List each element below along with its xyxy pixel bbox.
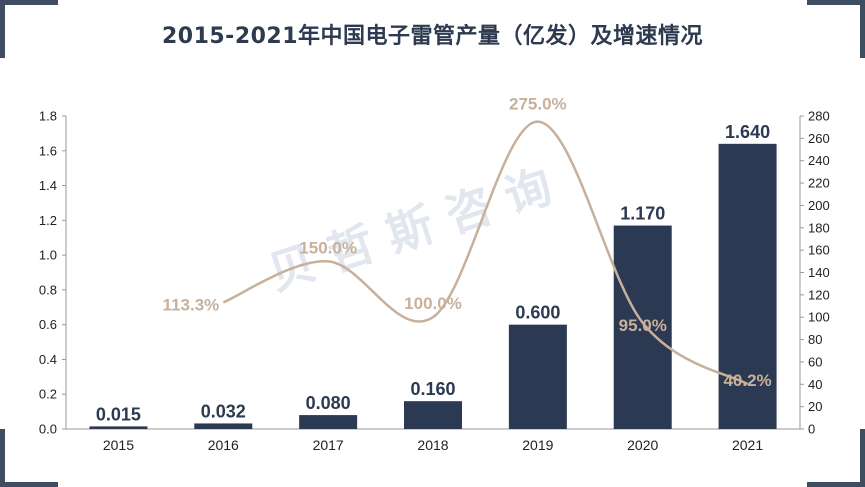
left-tick-label: 0.8 bbox=[39, 282, 57, 297]
right-tick-label: 200 bbox=[808, 198, 830, 213]
right-tick-label: 260 bbox=[808, 131, 830, 146]
right-tick-label: 160 bbox=[808, 243, 830, 258]
watermark: 贝 哲 斯 咨 询 bbox=[262, 159, 558, 301]
bar bbox=[508, 324, 567, 429]
x-tick-label: 2019 bbox=[522, 437, 553, 453]
x-tick-label: 2018 bbox=[417, 437, 448, 453]
right-tick-label: 240 bbox=[808, 153, 830, 168]
left-tick-label: 1.2 bbox=[39, 213, 57, 228]
x-tick-label: 2015 bbox=[103, 437, 134, 453]
frame-corner-top-left bbox=[0, 0, 58, 5]
bar-value-label: 0.600 bbox=[515, 303, 560, 323]
growth-rate-label: 40.2% bbox=[723, 371, 771, 390]
bar-value-label: 0.160 bbox=[410, 379, 455, 399]
right-tick-label: 100 bbox=[808, 310, 830, 325]
bar bbox=[299, 415, 358, 429]
left-tick-label: 0.4 bbox=[39, 352, 57, 367]
bar bbox=[718, 143, 777, 430]
growth-rate-label: 113.3% bbox=[163, 295, 220, 314]
left-tick-label: 1.8 bbox=[39, 109, 57, 124]
x-tick-label: 2021 bbox=[732, 437, 763, 453]
growth-rate-label: 95.0% bbox=[619, 316, 667, 335]
right-tick-label: 280 bbox=[808, 109, 830, 124]
growth-rate-line bbox=[222, 120, 749, 386]
left-tick-label: 1.0 bbox=[39, 248, 57, 263]
right-tick-label: 140 bbox=[808, 265, 830, 280]
bar bbox=[89, 426, 148, 429]
growth-rate-label: 150.0% bbox=[299, 238, 357, 257]
right-tick-label: 20 bbox=[808, 399, 822, 414]
chart-title: 2015-2021年中国电子雷管产量（亿发）及增速情况 bbox=[161, 24, 704, 49]
growth-rate-label: 100.0% bbox=[404, 294, 462, 313]
frame-corner-top-right bbox=[807, 0, 865, 5]
left-tick-label: 0.2 bbox=[39, 387, 57, 402]
x-tick-label: 2017 bbox=[313, 437, 344, 453]
bar bbox=[613, 225, 672, 429]
right-tick-label: 120 bbox=[808, 287, 830, 302]
frame-corner-bottom-right-v bbox=[860, 429, 865, 487]
bar-value-label: 0.032 bbox=[201, 401, 246, 421]
right-tick-label: 0 bbox=[808, 422, 815, 437]
frame-corner-bottom-right bbox=[807, 482, 865, 487]
frame-corner-top-right-v bbox=[860, 0, 865, 58]
frame-corner-top-left-v bbox=[0, 0, 5, 58]
left-tick-label: 0.6 bbox=[39, 317, 57, 332]
right-tick-label: 40 bbox=[808, 377, 822, 392]
bar-value-label: 1.640 bbox=[725, 122, 770, 142]
right-tick-label: 60 bbox=[808, 354, 822, 369]
right-tick-label: 80 bbox=[808, 332, 822, 347]
bar-value-label: 1.170 bbox=[620, 204, 665, 224]
bar-value-label: 0.080 bbox=[306, 393, 351, 413]
bar bbox=[194, 423, 253, 429]
bar bbox=[404, 401, 462, 429]
x-tick-label: 2020 bbox=[627, 437, 658, 453]
bar-value-label: 0.015 bbox=[96, 404, 141, 424]
right-tick-label: 180 bbox=[808, 220, 830, 235]
frame-corner-bottom-left bbox=[0, 482, 58, 487]
frame-corner-bottom-left-v bbox=[0, 429, 5, 487]
left-tick-label: 1.4 bbox=[39, 178, 57, 193]
growth-rate-label: 275.0% bbox=[509, 95, 567, 114]
x-tick-label: 2016 bbox=[208, 437, 239, 453]
left-tick-label: 1.6 bbox=[39, 143, 57, 158]
right-tick-label: 220 bbox=[808, 176, 830, 191]
left-tick-label: 0.0 bbox=[39, 422, 57, 437]
